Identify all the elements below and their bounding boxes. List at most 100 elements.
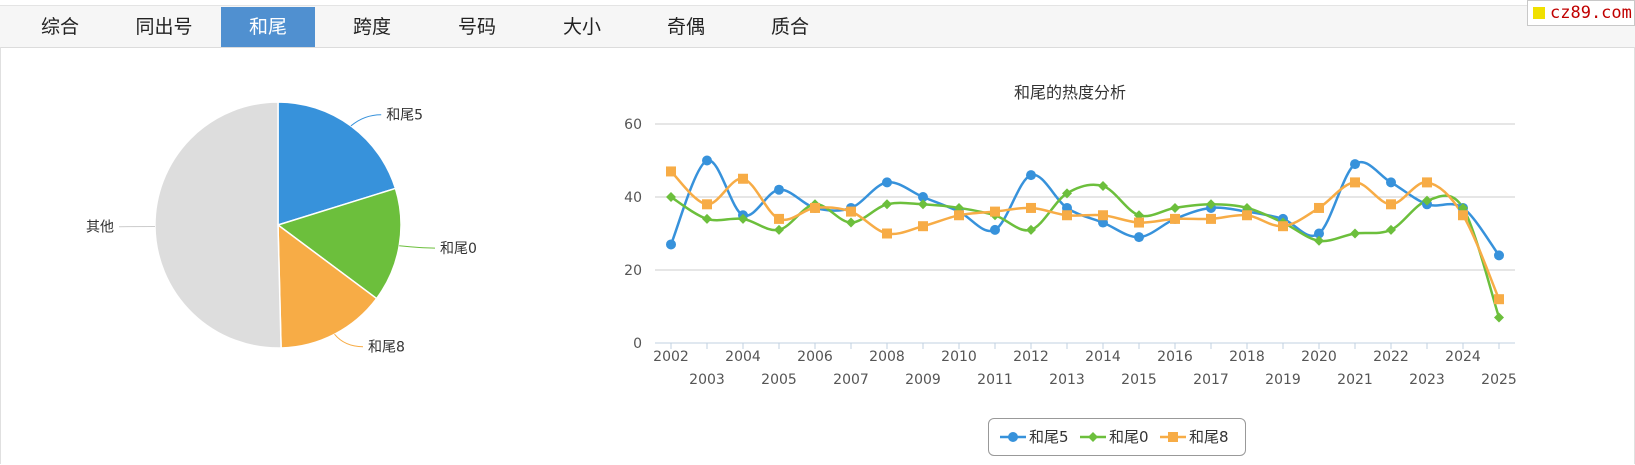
series-0-point-6[interactable] [882,177,892,188]
legend-diamond-icon [1080,432,1106,442]
x-tick-label-10: 2012 [1013,349,1049,365]
series-2-point-0[interactable] [666,166,676,177]
x-tick-label-9: 2011 [977,372,1013,388]
y-tick-label-3: 60 [624,117,642,133]
x-tick-label-22: 2024 [1445,349,1481,365]
series-2-point-23[interactable] [1494,294,1504,305]
tab-hewei[interactable]: 和尾 [221,7,315,47]
series-2-point-7[interactable] [918,221,928,232]
pie-slice-0[interactable] [277,101,397,227]
series-2-point-5[interactable] [846,206,856,217]
tab-jiou[interactable]: 奇偶 [666,16,705,38]
tab-haoma[interactable]: 号码 [457,16,496,38]
tab-zonghe[interactable]: 综合 [40,16,79,38]
pie-label-3: 其他 [86,220,114,236]
x-tick-label-1: 2003 [689,372,725,388]
series-0-point-3[interactable] [774,184,784,195]
x-tick-label-5: 2007 [833,372,869,388]
tab-tongchuhao[interactable]: 同出号 [135,16,193,38]
series-2-point-12[interactable] [1098,210,1108,221]
series-1-point-12[interactable] [1098,181,1108,192]
x-tick-label-2: 2004 [725,349,761,365]
series-2-point-18[interactable] [1314,202,1324,213]
tab-kuadu[interactable]: 跨度 [352,16,391,38]
series-1-point-5[interactable] [846,217,856,228]
series-0-point-10[interactable] [1026,170,1036,181]
series-0-point-19[interactable] [1350,159,1360,170]
x-tick-label-23: 2025 [1481,372,1517,388]
series-0-point-0[interactable] [666,239,676,250]
series-2-point-9[interactable] [990,206,1000,217]
series-1-point-10[interactable] [1026,224,1036,235]
series-2-point-13[interactable] [1134,217,1144,228]
series-2-point-10[interactable] [1026,202,1036,213]
series-1-point-3[interactable] [774,224,784,235]
legend-square-icon [1160,432,1186,442]
series-1-point-23[interactable] [1494,312,1504,323]
series-1-point-19[interactable] [1350,228,1360,239]
series-1-point-7[interactable] [918,199,928,210]
tab-zhihe[interactable]: 质合 [770,16,809,38]
series-1-point-20[interactable] [1386,224,1396,235]
series-2-point-17[interactable] [1278,221,1288,232]
series-1-point-6[interactable] [882,199,892,210]
line-chart: 和尾的热度分析 02040602002200320042005200620072… [624,83,1517,388]
series-2-point-4[interactable] [810,202,820,213]
site-watermark[interactable]: cz89.com [1527,0,1635,26]
top-strip [0,0,1635,5]
pie-slice-1[interactable] [276,187,402,300]
series-2-point-11[interactable] [1062,210,1072,221]
x-tick-label-17: 2019 [1265,372,1301,388]
pie-slice-3[interactable] [154,101,282,349]
x-tick-label-15: 2017 [1193,372,1229,388]
series-1-point-15[interactable] [1206,199,1216,210]
series-2-point-14[interactable] [1170,213,1180,224]
x-tick-label-13: 2015 [1121,372,1157,388]
pie-slice-2[interactable] [277,223,378,349]
series-1-point-18[interactable] [1314,235,1324,246]
series-1-point-2[interactable] [738,213,748,224]
series-2-point-22[interactable] [1458,210,1468,221]
x-tick-label-7: 2009 [905,372,941,388]
series-0-point-23[interactable] [1494,250,1504,261]
series-1-point-1[interactable] [702,213,712,224]
legend-label: 和尾5 [1029,428,1069,446]
series-2-point-15[interactable] [1206,213,1216,224]
series-0-point-13[interactable] [1134,232,1144,243]
series-2-point-2[interactable] [738,173,748,184]
series-0-point-20[interactable] [1386,177,1396,188]
x-tick-label-11: 2013 [1049,372,1085,388]
pie-label-0: 和尾5 [386,108,423,124]
series-1-point-21[interactable] [1422,195,1432,206]
series-0-point-18[interactable] [1314,228,1324,239]
pie-connector-1 [399,245,436,249]
x-tick-label-19: 2021 [1337,372,1373,388]
series-1-point-11[interactable] [1062,188,1072,199]
series-line-2 [670,170,1501,300]
series-2-point-16[interactable] [1242,210,1252,221]
series-2-point-3[interactable] [774,213,784,224]
series-0-point-7[interactable] [918,192,928,202]
series-line-0 [669,159,1501,257]
series-line-1 [670,183,1501,318]
series-0-point-9[interactable] [990,224,1000,235]
x-tick-label-14: 2016 [1157,349,1193,365]
series-2-point-19[interactable] [1350,177,1360,188]
series-0-point-1[interactable] [702,155,712,166]
series-1-point-0[interactable] [666,192,676,202]
x-tick-label-4: 2006 [797,349,833,365]
series-1-point-14[interactable] [1170,202,1180,213]
y-tick-label-0: 0 [633,336,642,352]
watermark-square-icon [1533,7,1545,19]
x-tick-label-16: 2018 [1229,349,1265,365]
x-tick-label-12: 2014 [1085,349,1121,365]
tab-daxiao[interactable]: 大小 [562,16,601,38]
series-2-point-20[interactable] [1386,199,1396,210]
series-2-point-6[interactable] [882,228,892,239]
x-tick-label-3: 2005 [761,372,797,388]
series-2-point-8[interactable] [954,210,964,221]
series-2-point-21[interactable] [1422,177,1432,188]
pie-label-1: 和尾0 [440,241,477,257]
legend-label: 和尾0 [1109,428,1149,446]
series-2-point-1[interactable] [702,199,712,210]
